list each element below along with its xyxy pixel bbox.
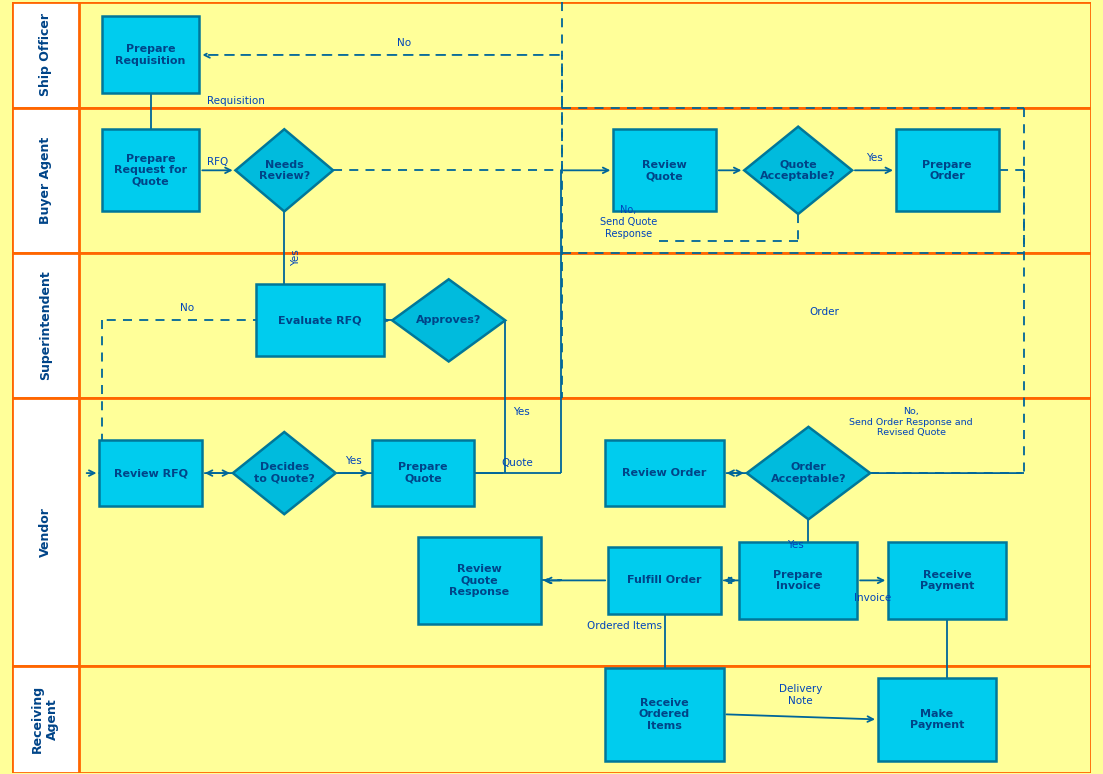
Text: No: No xyxy=(180,303,194,313)
Polygon shape xyxy=(235,129,333,211)
FancyBboxPatch shape xyxy=(739,542,857,619)
FancyBboxPatch shape xyxy=(12,253,1091,398)
Text: Approves?: Approves? xyxy=(416,315,481,325)
Text: Prepare
Requisition: Prepare Requisition xyxy=(116,44,185,66)
Text: Prepare
Invoice: Prepare Invoice xyxy=(773,570,823,591)
Text: Order: Order xyxy=(808,307,838,317)
Text: Receive
Payment: Receive Payment xyxy=(920,570,974,591)
Text: Review
Quote
Response: Review Quote Response xyxy=(450,563,510,597)
Text: Quote: Quote xyxy=(502,458,534,468)
Text: Invoice: Invoice xyxy=(854,593,891,603)
Text: Yes: Yes xyxy=(345,456,362,466)
Text: Prepare
Request for
Quote: Prepare Request for Quote xyxy=(114,154,188,187)
Text: Ship Officer: Ship Officer xyxy=(39,13,52,97)
Text: Yes: Yes xyxy=(866,153,882,163)
Text: Make
Payment: Make Payment xyxy=(910,709,964,730)
FancyBboxPatch shape xyxy=(12,666,78,772)
FancyBboxPatch shape xyxy=(896,129,998,211)
FancyBboxPatch shape xyxy=(12,398,78,666)
FancyBboxPatch shape xyxy=(878,678,996,761)
FancyBboxPatch shape xyxy=(888,542,1006,619)
FancyBboxPatch shape xyxy=(418,536,542,624)
FancyBboxPatch shape xyxy=(613,129,716,211)
Text: Review RFQ: Review RFQ xyxy=(114,468,188,478)
Polygon shape xyxy=(745,127,853,214)
Text: No,
Send Quote
Response: No, Send Quote Response xyxy=(600,205,657,238)
FancyBboxPatch shape xyxy=(12,108,1091,253)
Polygon shape xyxy=(393,279,505,361)
Polygon shape xyxy=(233,432,335,514)
Polygon shape xyxy=(747,426,870,519)
FancyBboxPatch shape xyxy=(256,284,385,356)
Text: Prepare
Quote: Prepare Quote xyxy=(398,462,448,484)
Text: Review Order: Review Order xyxy=(622,468,707,478)
Text: Decides
to Quote?: Decides to Quote? xyxy=(254,462,314,484)
FancyBboxPatch shape xyxy=(12,253,78,398)
FancyBboxPatch shape xyxy=(606,668,724,761)
Text: Evaluate RFQ: Evaluate RFQ xyxy=(278,315,362,325)
FancyBboxPatch shape xyxy=(12,666,1091,772)
FancyBboxPatch shape xyxy=(101,16,200,94)
Text: Prepare
Order: Prepare Order xyxy=(922,159,972,181)
Text: Yes: Yes xyxy=(514,407,531,417)
Text: Review
Quote: Review Quote xyxy=(642,159,687,181)
Text: Quote
Acceptable?: Quote Acceptable? xyxy=(760,159,836,181)
Text: Fulfill Order: Fulfill Order xyxy=(628,575,702,585)
Text: Delivery
Note: Delivery Note xyxy=(779,684,823,706)
Text: Receiving
Agent: Receiving Agent xyxy=(31,685,60,753)
Text: Order
Acceptable?: Order Acceptable? xyxy=(771,462,846,484)
Text: Buyer Agent: Buyer Agent xyxy=(39,137,52,224)
Text: Ordered Items: Ordered Items xyxy=(588,621,663,631)
FancyBboxPatch shape xyxy=(12,398,1091,666)
Text: Yes: Yes xyxy=(786,540,803,550)
FancyBboxPatch shape xyxy=(12,108,78,253)
Text: Superintendent: Superintendent xyxy=(39,271,52,380)
FancyBboxPatch shape xyxy=(608,547,721,614)
Text: Yes: Yes xyxy=(291,249,301,266)
FancyBboxPatch shape xyxy=(606,440,724,506)
FancyBboxPatch shape xyxy=(99,440,202,506)
Text: Receive
Ordered
Items: Receive Ordered Items xyxy=(639,697,690,731)
FancyBboxPatch shape xyxy=(12,2,1091,772)
Text: Vendor: Vendor xyxy=(39,507,52,557)
Text: Requisition: Requisition xyxy=(207,96,265,106)
FancyBboxPatch shape xyxy=(372,440,474,506)
FancyBboxPatch shape xyxy=(12,2,78,108)
Text: No,
Send Order Response and
Revised Quote: No, Send Order Response and Revised Quot… xyxy=(849,407,973,437)
FancyBboxPatch shape xyxy=(101,129,200,211)
Text: No: No xyxy=(397,38,411,48)
Text: RFQ: RFQ xyxy=(207,157,228,167)
FancyBboxPatch shape xyxy=(12,2,1091,108)
Text: Needs
Review?: Needs Review? xyxy=(258,159,310,181)
